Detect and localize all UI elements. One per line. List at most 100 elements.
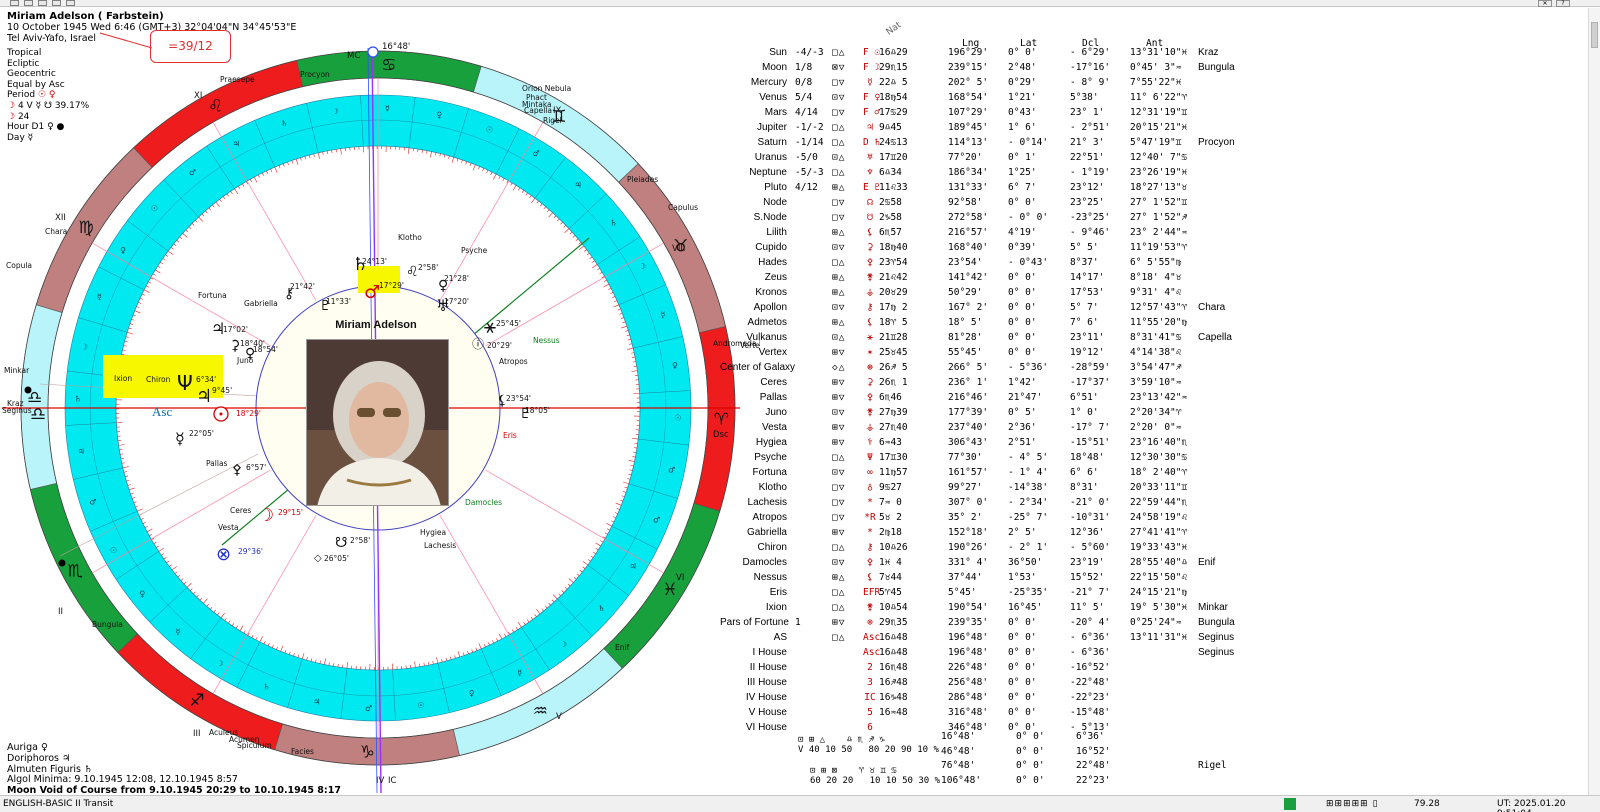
decan-tick [639, 390, 691, 394]
cell-dcl: 16°52' [1076, 745, 1111, 757]
scroll-thumb[interactable] [1591, 22, 1598, 48]
cell-dcl: 22°51' [1070, 152, 1105, 163]
cell-lat: 21°47' [1008, 392, 1043, 403]
col-dcl: Dcl [1082, 38, 1100, 49]
degree-tick [199, 597, 203, 601]
cell-asp: ⊠▽ [832, 62, 846, 73]
chart-header: Miriam Adelson ( Farbstein) 10 October 1… [7, 11, 296, 44]
cell-lng: 186°34' [948, 167, 989, 178]
toolbar-button[interactable] [38, 0, 47, 6]
degree-label: 18°40' [240, 339, 265, 348]
toolbar-button[interactable] [10, 0, 19, 6]
decan-tick [90, 510, 138, 532]
vertical-scrollbar[interactable] [1588, 8, 1600, 795]
decan-tick [73, 467, 123, 480]
degree-tick [304, 156, 307, 160]
toolbar-button[interactable] [66, 0, 75, 6]
cell-ant: 19°33'43"♓ [1130, 542, 1188, 553]
degree-tick [492, 640, 494, 644]
cell-lat: - 5°36' [1008, 362, 1049, 373]
cell-asp: ⊞▽ [832, 617, 846, 628]
degree-tick [548, 212, 553, 218]
degree-tick [210, 606, 213, 610]
cell-dcl: -16°52' [1070, 662, 1111, 673]
hour-ruler: Hour D1 ♀ ● [7, 122, 65, 133]
cell-g: F ♂ [863, 107, 881, 118]
cell-lat: - 0°14' [1008, 137, 1049, 148]
decan-tick [557, 598, 593, 637]
cell-g: 2 [867, 662, 873, 673]
help-icon[interactable]: ? [1556, 0, 1570, 7]
cell-lng: 346°48' [948, 722, 989, 733]
house-cusp-line [485, 242, 664, 347]
cell-g: ⚸ [866, 317, 874, 328]
cell-dcl: -10°31' [1070, 512, 1111, 523]
cell-dcl: 5° 5' [1070, 242, 1099, 253]
cell-g: 3 [867, 677, 873, 688]
cell-lng: 35° 2' [948, 512, 983, 523]
cell-pos: 21♊28 [879, 332, 908, 343]
cell-name: Pars of Fortune [720, 617, 789, 628]
cell-name: Node [763, 197, 787, 208]
degree-tick [529, 195, 532, 199]
degree-tick [247, 632, 250, 636]
quality-grid-bottom: ⊡ ⊞ ⊠ ♈ ♉ ♊ ♋ 60 20 20 10 10 50 30 % [810, 766, 941, 786]
degree-tick [144, 289, 150, 293]
toolbar-button[interactable] [24, 0, 33, 6]
cell-ant: 28°55'40"♎ [1130, 557, 1188, 568]
cell-g: * [867, 497, 873, 508]
cell-lat: 1°21' [1008, 92, 1037, 103]
degree-tick [536, 200, 539, 204]
cell-name: Hades [758, 257, 787, 268]
cell-lat: 0° 0' [1008, 287, 1037, 298]
decan-ruler-glyph: ☽ [216, 659, 223, 668]
cell-g: ⚵ [866, 407, 874, 418]
degree-label: 29°36' [238, 547, 263, 556]
cell-name: Moon [761, 62, 787, 73]
cell-name: Damocles [742, 557, 787, 568]
cell-g: * [867, 527, 873, 538]
cell-dcl: 22°23' [1076, 774, 1111, 786]
degree-tick [582, 566, 586, 569]
degree-tick [155, 269, 161, 274]
cell-ant: 4°14'38"♌ [1130, 347, 1182, 358]
status-icons[interactable]: ⊞⊞⊞⊞⊞ ▯ [1326, 799, 1379, 809]
decan-ruler-glyph: ♄ [598, 604, 605, 613]
degree-tick [287, 162, 289, 166]
cell-asp: ⊡▽ [832, 302, 846, 313]
cell-pos: 1♓ 4 [879, 557, 902, 568]
wheel-label: Andromeda Nebula [713, 339, 760, 348]
zodiac-sign-glyph: ♌ [208, 96, 223, 116]
house-cusp-label: III [193, 729, 201, 739]
algol-line: Algol Minima: 9.10.1945 12:08, 12.10.194… [7, 774, 238, 786]
cell-dcl: 6° 6' [1070, 467, 1099, 478]
toolbar-button[interactable] [52, 0, 61, 6]
cell-lat: 0° 0' [1008, 302, 1037, 313]
degree-tick [340, 148, 342, 155]
wheel-label: Ceres [230, 506, 251, 515]
degree-tick [578, 245, 585, 250]
cell-lat: -25°35' [1008, 587, 1049, 598]
decan-ruler-glyph: ♃ [313, 698, 320, 707]
degree-tick [414, 661, 416, 668]
quality-grid-top: ⊡ ⊞ △ ♎ ♏ ♐ ♑ V 40 10 50 80 20 90 10 % [798, 735, 939, 755]
cell-score: -1/14 [795, 137, 824, 148]
cell-ant: 20°15'21"♓ [1130, 122, 1188, 133]
degree-tick [131, 318, 135, 321]
degree-label: 9°45' [212, 386, 232, 395]
degree-tick [534, 614, 537, 617]
cell-lat: 0° 0' [1008, 47, 1037, 58]
decan-tick [633, 336, 683, 349]
cell-star: Bungula [1198, 62, 1235, 73]
close-icon[interactable]: ✕ [1538, 0, 1552, 7]
house-cusp-label: XI [194, 91, 202, 101]
cell-asp: □△ [832, 257, 846, 268]
wheel-label: Gabriella [244, 299, 278, 308]
degree-tick [608, 287, 612, 290]
degree-tick [144, 526, 148, 529]
degree-tick [149, 534, 153, 537]
degree-tick [478, 166, 480, 170]
degree-tick [191, 223, 195, 226]
degree-tick [622, 321, 626, 324]
decan-ruler-glyph: ♂ [533, 149, 540, 158]
